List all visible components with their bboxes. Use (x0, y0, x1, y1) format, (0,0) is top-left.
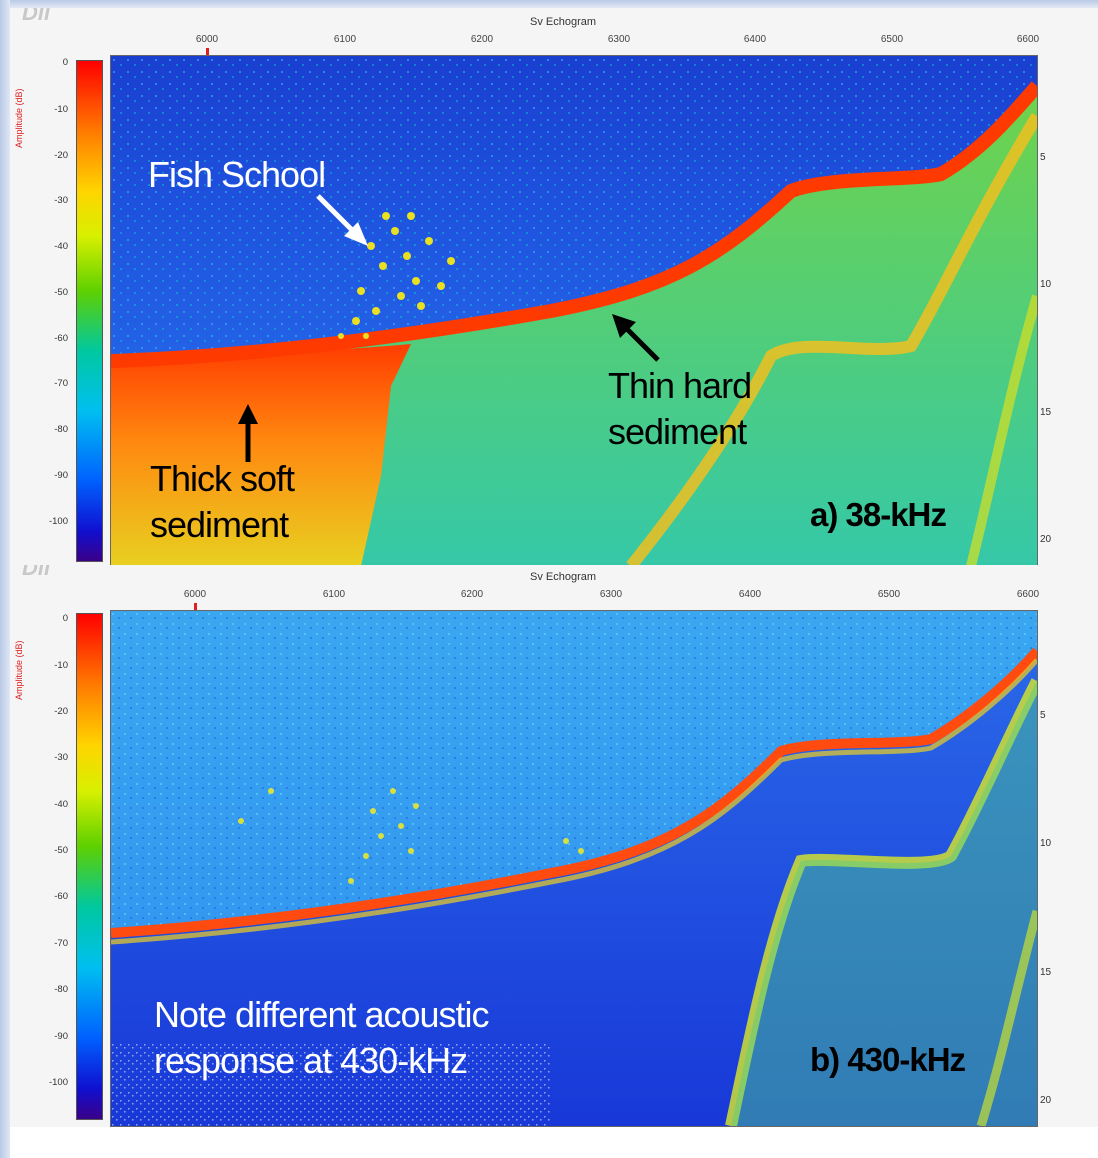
echogram-panel-430khz: Dll Sv Echogram 6000 6100 6200 6300 6400… (10, 565, 1098, 1127)
x-tick: 6600 (1016, 589, 1040, 600)
frequency-label-430khz: b) 430-kHz (810, 1041, 966, 1078)
position-marker (206, 48, 209, 56)
colorbar-tick: -60 (54, 333, 68, 344)
depth-tick: 20 (1040, 534, 1052, 545)
colorbar-tick: -80 (54, 424, 68, 435)
colorbar-tick: -70 (54, 938, 68, 949)
x-tick: 6500 (880, 34, 904, 45)
x-tick: 6400 (743, 34, 767, 45)
colorbar-tick: -70 (54, 378, 68, 389)
colorbar-tick: -100 (48, 1077, 68, 1088)
amplitude-colorbar (76, 613, 103, 1120)
colorbar-tick: -10 (54, 660, 68, 671)
note-label-line1: Note different acoustic (154, 994, 490, 1035)
thin-hard-sediment-label-line1: Thin hard (608, 365, 752, 406)
x-tick: 6300 (607, 34, 631, 45)
echogram-image-38khz (110, 55, 1038, 565)
depth-tick: 20 (1040, 1095, 1052, 1106)
x-tick: 6500 (877, 589, 901, 600)
colorbar-tick: -90 (54, 1031, 68, 1042)
slide-left-border (0, 0, 10, 1158)
colorbar-axis-title: Amplitude (dB) (14, 88, 24, 148)
fish-school-label: Fish School (148, 154, 326, 195)
plot-title: Sv Echogram (530, 571, 597, 583)
colorbar-tick: -40 (54, 241, 68, 252)
colorbar-tick: -50 (54, 845, 68, 856)
thick-soft-sediment-label-line2: sediment (150, 504, 289, 545)
colorbar-tick: -100 (48, 516, 68, 527)
x-tick: 6200 (470, 34, 494, 45)
x-tick: 6100 (333, 34, 357, 45)
echogram-image-430khz (110, 610, 1038, 1127)
depth-tick: 15 (1040, 967, 1052, 978)
amplitude-colorbar (76, 60, 103, 562)
colorbar-tick: -20 (54, 150, 68, 161)
thin-hard-sediment-arrow (612, 314, 660, 362)
colorbar-axis-title: Amplitude (dB) (14, 640, 24, 700)
slide-top-border (0, 0, 1098, 8)
colorbar-tick: 0 (62, 613, 68, 624)
colorbar-tick: -50 (54, 287, 68, 298)
colorbar-tick: -40 (54, 799, 68, 810)
position-marker (194, 603, 197, 611)
x-tick: 6000 (183, 589, 207, 600)
x-tick: 6600 (1016, 34, 1040, 45)
colorbar-tick: -30 (54, 752, 68, 763)
depth-tick: 10 (1040, 279, 1052, 290)
depth-tick: 5 (1040, 152, 1046, 163)
x-tick: 6200 (460, 589, 484, 600)
colorbar-tick: -10 (54, 104, 68, 115)
depth-tick: 5 (1040, 710, 1046, 721)
colorbar-tick: 0 (62, 57, 68, 68)
thick-soft-sediment-label-line1: Thick soft (150, 458, 295, 499)
depth-tick: 15 (1040, 407, 1052, 418)
fish-school-arrow (316, 194, 368, 246)
logo-fragment: Dll (22, 8, 51, 25)
x-tick: 6300 (599, 589, 623, 600)
x-tick: 6000 (195, 34, 219, 45)
thin-hard-sediment-label-line2: sediment (608, 411, 747, 452)
frequency-label-38khz: a) 38-kHz (810, 496, 947, 533)
colorbar-tick: -20 (54, 706, 68, 717)
plot-title: Sv Echogram (530, 16, 597, 28)
note-label-line2: response at 430-kHz (154, 1040, 468, 1081)
colorbar-tick: -90 (54, 470, 68, 481)
logo-fragment: Dll (22, 565, 51, 580)
x-tick: 6400 (738, 589, 762, 600)
x-tick: 6100 (322, 589, 346, 600)
colorbar-tick: -60 (54, 891, 68, 902)
echogram-panel-38khz: Dll Sv Echogram 6000 6100 6200 6300 6400… (10, 8, 1098, 565)
colorbar-tick: -80 (54, 984, 68, 995)
thick-soft-sediment-arrow (238, 404, 258, 462)
colorbar-tick: -30 (54, 195, 68, 206)
depth-tick: 10 (1040, 838, 1052, 849)
